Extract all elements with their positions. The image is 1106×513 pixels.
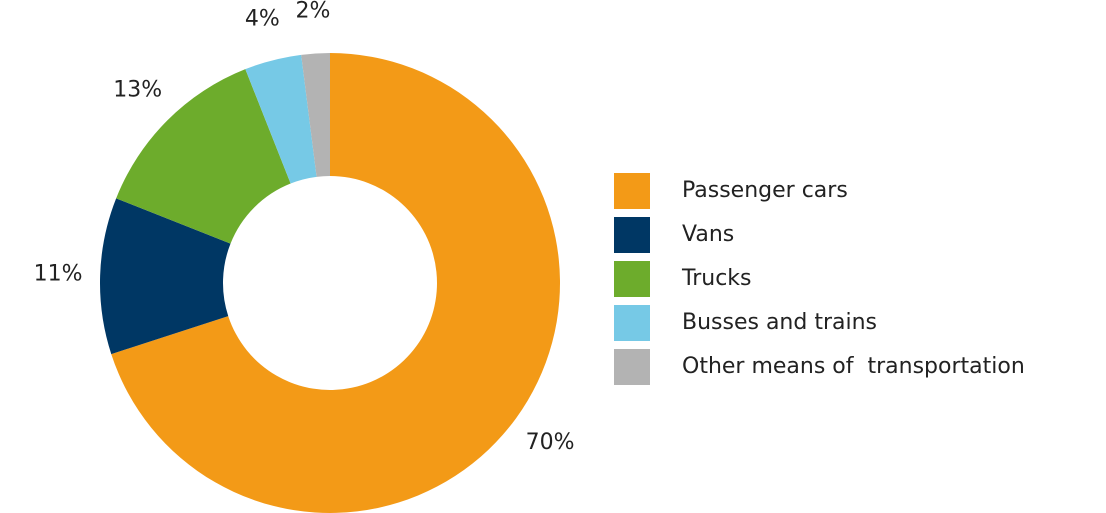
legend-label: Busses and trains bbox=[682, 310, 877, 335]
legend-label: Vans bbox=[682, 222, 734, 247]
legend-label: Other means of transportation bbox=[682, 354, 1025, 379]
legend-label: Trucks bbox=[681, 266, 752, 291]
donut-segment bbox=[245, 54, 317, 184]
data-label: 4% bbox=[245, 7, 280, 32]
data-label: 2% bbox=[295, 0, 330, 24]
legend-swatch bbox=[614, 173, 650, 209]
legend-swatch bbox=[614, 305, 650, 341]
data-label: 11% bbox=[34, 261, 83, 286]
legend-swatch bbox=[614, 261, 650, 297]
donut-segment bbox=[111, 53, 560, 513]
donut-segment bbox=[301, 53, 330, 177]
legend-swatch bbox=[614, 349, 650, 385]
data-label: 70% bbox=[526, 430, 575, 455]
legend-label: Passenger cars bbox=[682, 178, 848, 203]
data-label: 13% bbox=[113, 78, 162, 103]
donut-segment bbox=[116, 69, 291, 244]
legend-swatch bbox=[614, 217, 650, 253]
donut-segment bbox=[99, 198, 231, 355]
